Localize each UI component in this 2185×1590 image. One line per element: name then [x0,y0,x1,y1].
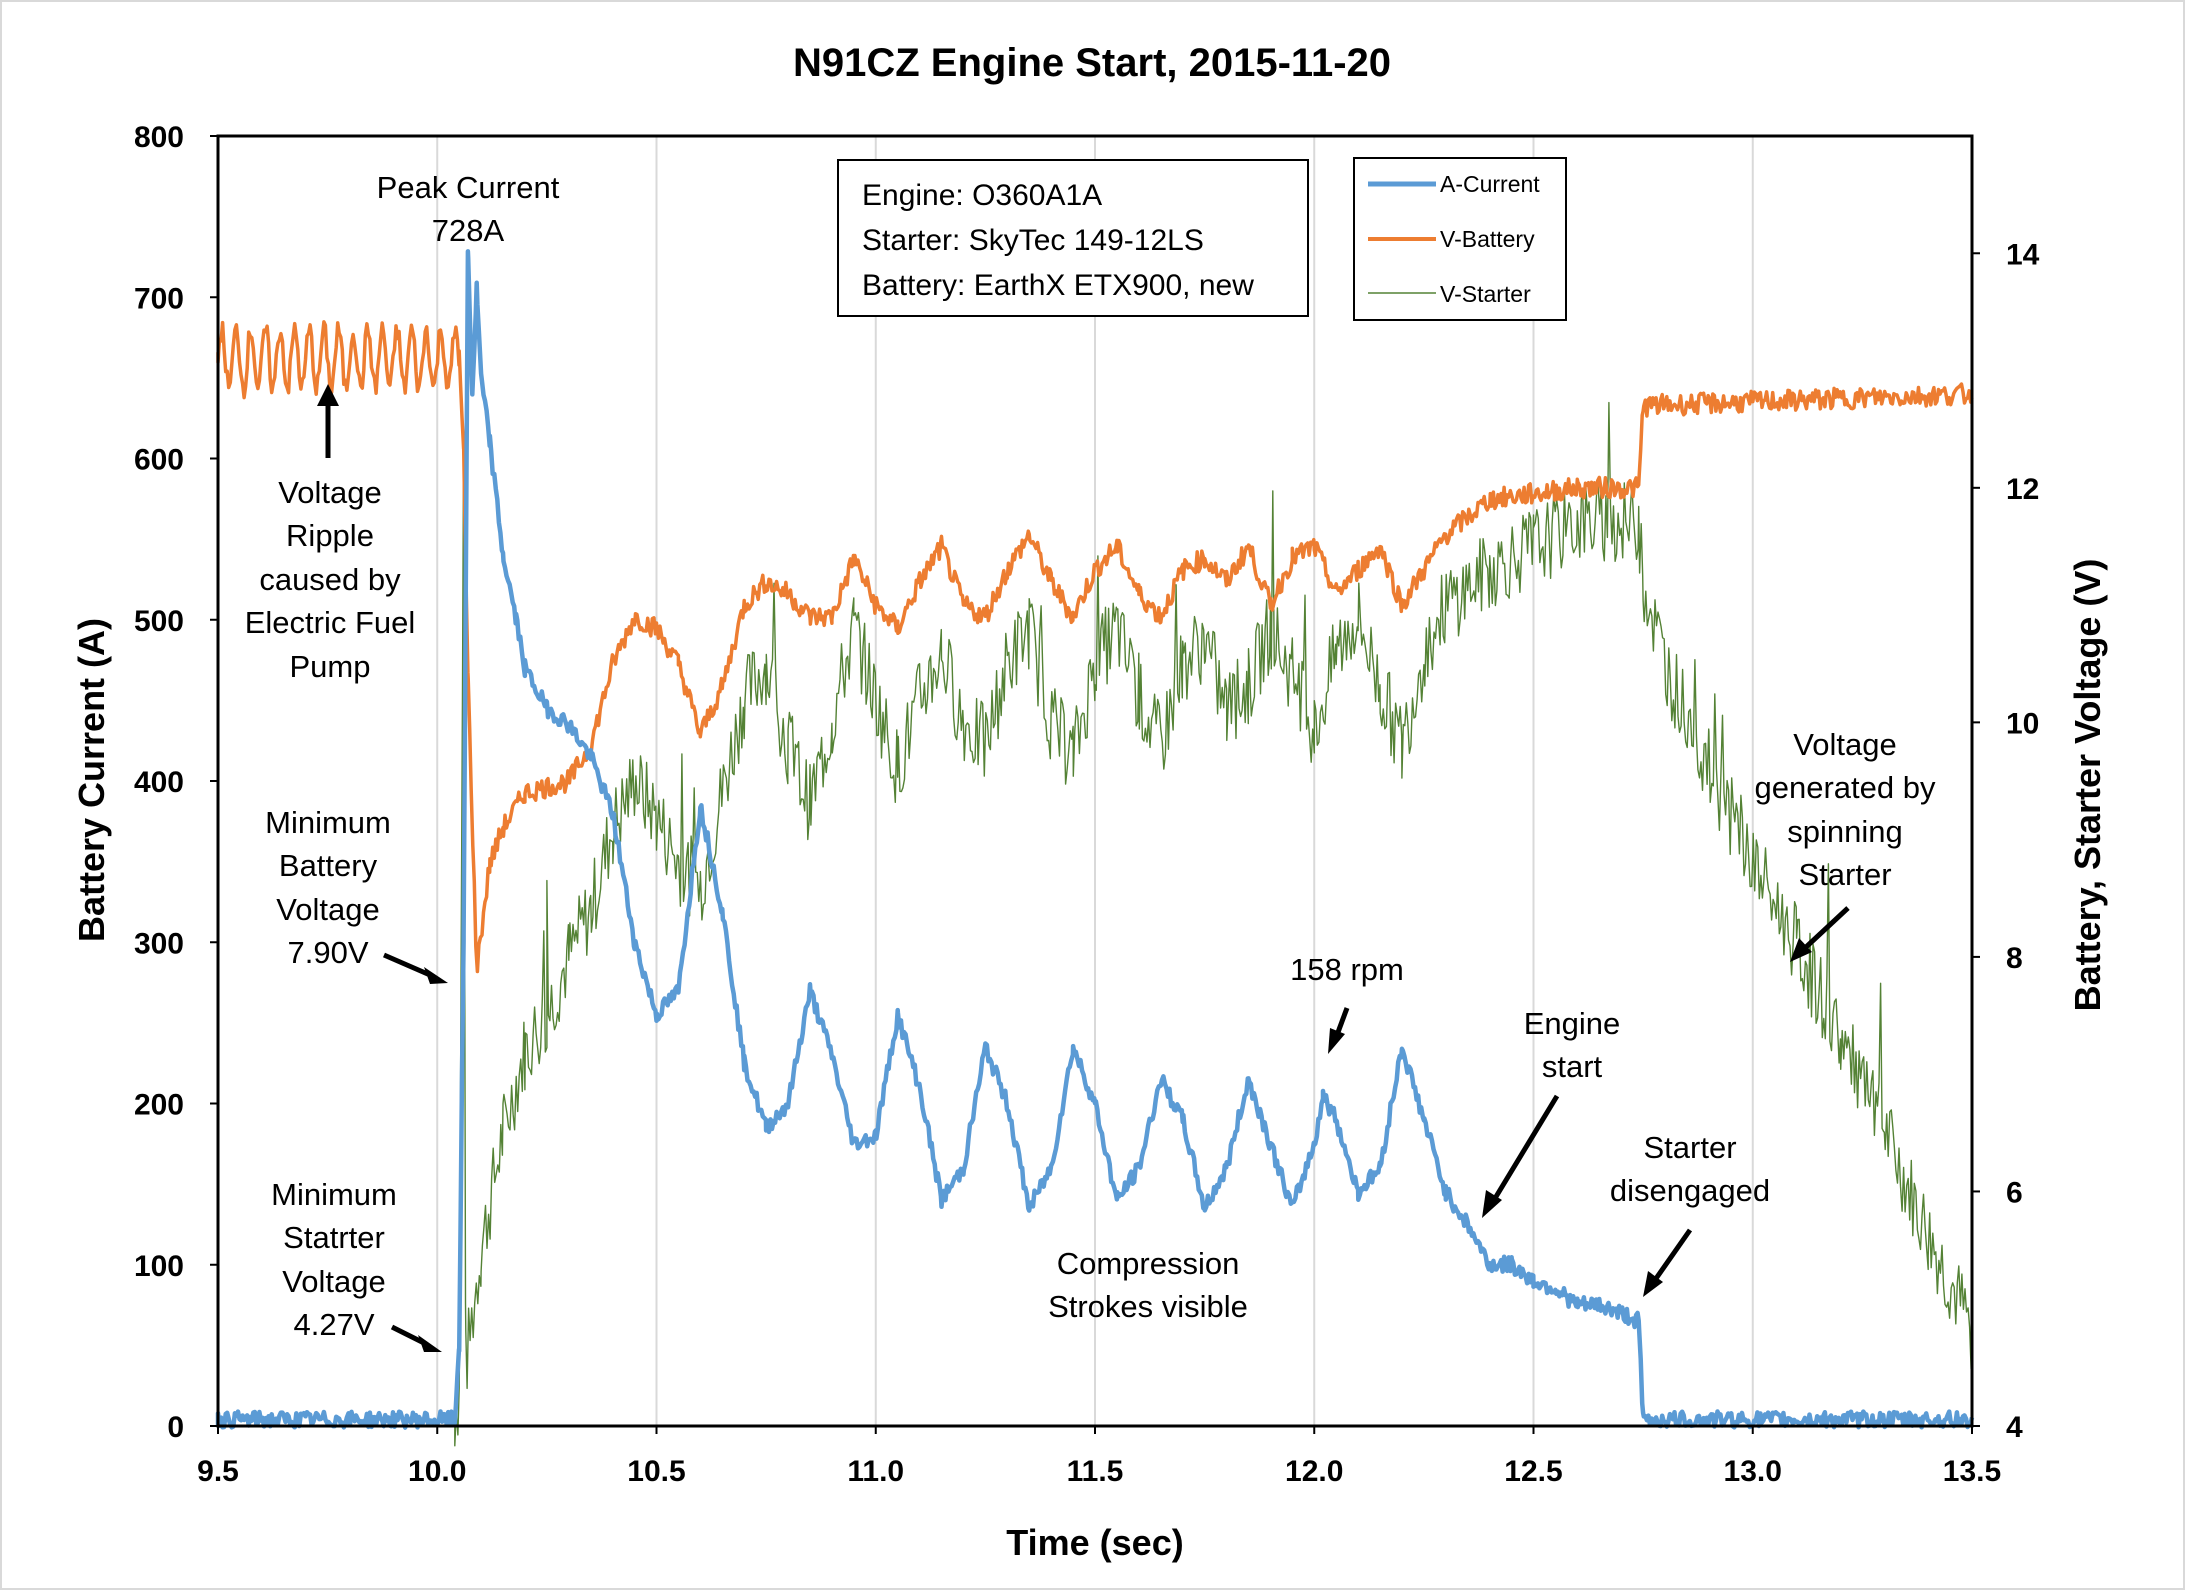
annotation-engine-start: Engine start [1524,1006,1621,1084]
annotation-generated-line1: Voltage [1793,727,1896,762]
series-layer [215,249,1975,1447]
y-right-tick-label: 8 [2006,942,2023,975]
y-right-tick-label: 4 [2006,1411,2023,1444]
annotation-ripple-line5: Pump [290,649,371,684]
y-left-tick-label: 400 [134,766,184,799]
y-left-tick-label: 500 [134,605,184,638]
annotation-disengaged-line2: disengaged [1610,1173,1770,1208]
annotation-generated: Voltage generated by spinning Starter [1755,727,1936,892]
annotation-engine-line2: start [1542,1049,1603,1084]
info-engine: Engine: O360A1A [862,179,1102,212]
x-tick-label: 13.5 [1943,1455,2001,1488]
legend: A-Current V-Battery V-Starter [1353,157,1567,321]
annotation-min-battery: Minimum Battery Voltage 7.90V [265,805,391,970]
x-tick-label: 11.0 [847,1455,904,1488]
arrow-engine-start [1482,1094,1560,1218]
annotation-ripple-line1: Voltage [278,475,381,510]
series-line-v-battery [216,320,1974,974]
y-left-tick-label: 800 [134,121,184,154]
y-left-tick-label: 300 [134,927,184,960]
annotation-minbatt-line1: Minimum [265,805,391,840]
info-box-frame [837,159,1309,317]
annotation-ripple-line2: Ripple [286,518,374,553]
x-tick-label: 10.0 [408,1455,466,1488]
series-line-v-starter [454,401,1973,1447]
annotation-generated-line4: Starter [1798,857,1891,892]
annotation-ripple-line4: Electric Fuel [245,605,416,640]
annotations: Peak Current 728A Voltage Ripple caused … [245,170,1936,1352]
annotation-peak-line1: Peak Current [377,170,560,205]
arrow-rpm [1328,1007,1350,1054]
x-tick-label: 12.0 [1285,1455,1343,1488]
annotation-minstarter-line4: 4.27V [293,1307,374,1342]
arrow-ripple [317,384,339,458]
x-tick-label: 12.5 [1504,1455,1562,1488]
y-left-axis-label: Battery Current (A) [71,618,112,942]
y-left-tick-label: 200 [134,1089,184,1122]
annotation-generated-line2: generated by [1755,770,1936,805]
y-right-axis-label: Battery, Starter Voltage (V) [2067,559,2108,1012]
annotation-minstarter-line2: Statrter [283,1220,385,1255]
y-right-tick-label: 10 [2006,707,2039,740]
y-right-tick-label: 6 [2006,1176,2023,1209]
info-battery: Battery: EarthX ETX900, new [862,269,1254,302]
info-starter: Starter: SkyTec 149-12LS [862,224,1204,257]
x-tick-label: 10.5 [627,1455,685,1488]
annotation-minbatt-line4: 7.90V [287,935,368,970]
annotation-generated-line3: spinning [1787,814,1902,849]
y-left-tick-label: 0 [167,1411,184,1444]
annotation-minstarter-line3: Voltage [282,1264,385,1299]
x-tick-label: 9.5 [197,1455,239,1488]
x-tick-label: 13.0 [1724,1455,1782,1488]
arrow-disengaged [1643,1228,1693,1297]
annotation-compression: Compression Strokes visible [1048,1246,1248,1324]
series-line-a-current [215,249,1975,1430]
y-left-tick-label: 700 [134,282,184,315]
annotation-minbatt-line3: Voltage [276,892,379,927]
x-axis-label: Time (sec) [1006,1522,1183,1563]
y-right-tick-label: 14 [2006,238,2040,271]
annotation-engine-line1: Engine [1524,1006,1621,1041]
annotation-disengaged-line1: Starter [1643,1130,1736,1165]
y-left-tick-label: 100 [134,1250,184,1283]
annotation-disengaged: Starter disengaged [1610,1130,1770,1208]
annotation-minbatt-line2: Battery [279,848,378,883]
info-box: Engine: O360A1A Starter: SkyTec 149-12LS… [837,159,1309,317]
y-right-tick-label: 12 [2006,473,2039,506]
annotation-peak-current: Peak Current 728A [377,170,560,248]
annotation-ripple-line3: caused by [259,562,401,597]
annotation-compression-line2: Strokes visible [1048,1289,1248,1324]
legend-label-current: A-Current [1440,171,1540,197]
arrow-min-starter [390,1324,442,1352]
x-tick-label: 11.5 [1067,1455,1124,1488]
legend-label-starter: V-Starter [1440,281,1531,307]
annotation-minstarter-line1: Minimum [271,1177,397,1212]
chart-title: N91CZ Engine Start, 2015-11-20 [793,41,1391,85]
annotation-min-starter: Minimum Statrter Voltage 4.27V [271,1177,397,1342]
arrow-generated [1790,906,1850,962]
axis-layer: 9.5 10.0 10.5 11.0 11.5 12.0 12.5 13.0 13.5 0 100 2… [134,121,2040,1488]
y-left-tick-label: 600 [134,444,184,477]
annotation-rpm: 158 rpm [1290,952,1404,987]
arrow-min-battery [383,952,448,984]
legend-label-battery: V-Battery [1440,226,1535,252]
annotation-compression-line1: Compression [1057,1246,1240,1281]
annotation-peak-line2: 728A [432,213,505,248]
annotation-ripple: Voltage Ripple caused by Electric Fuel P… [245,475,416,684]
